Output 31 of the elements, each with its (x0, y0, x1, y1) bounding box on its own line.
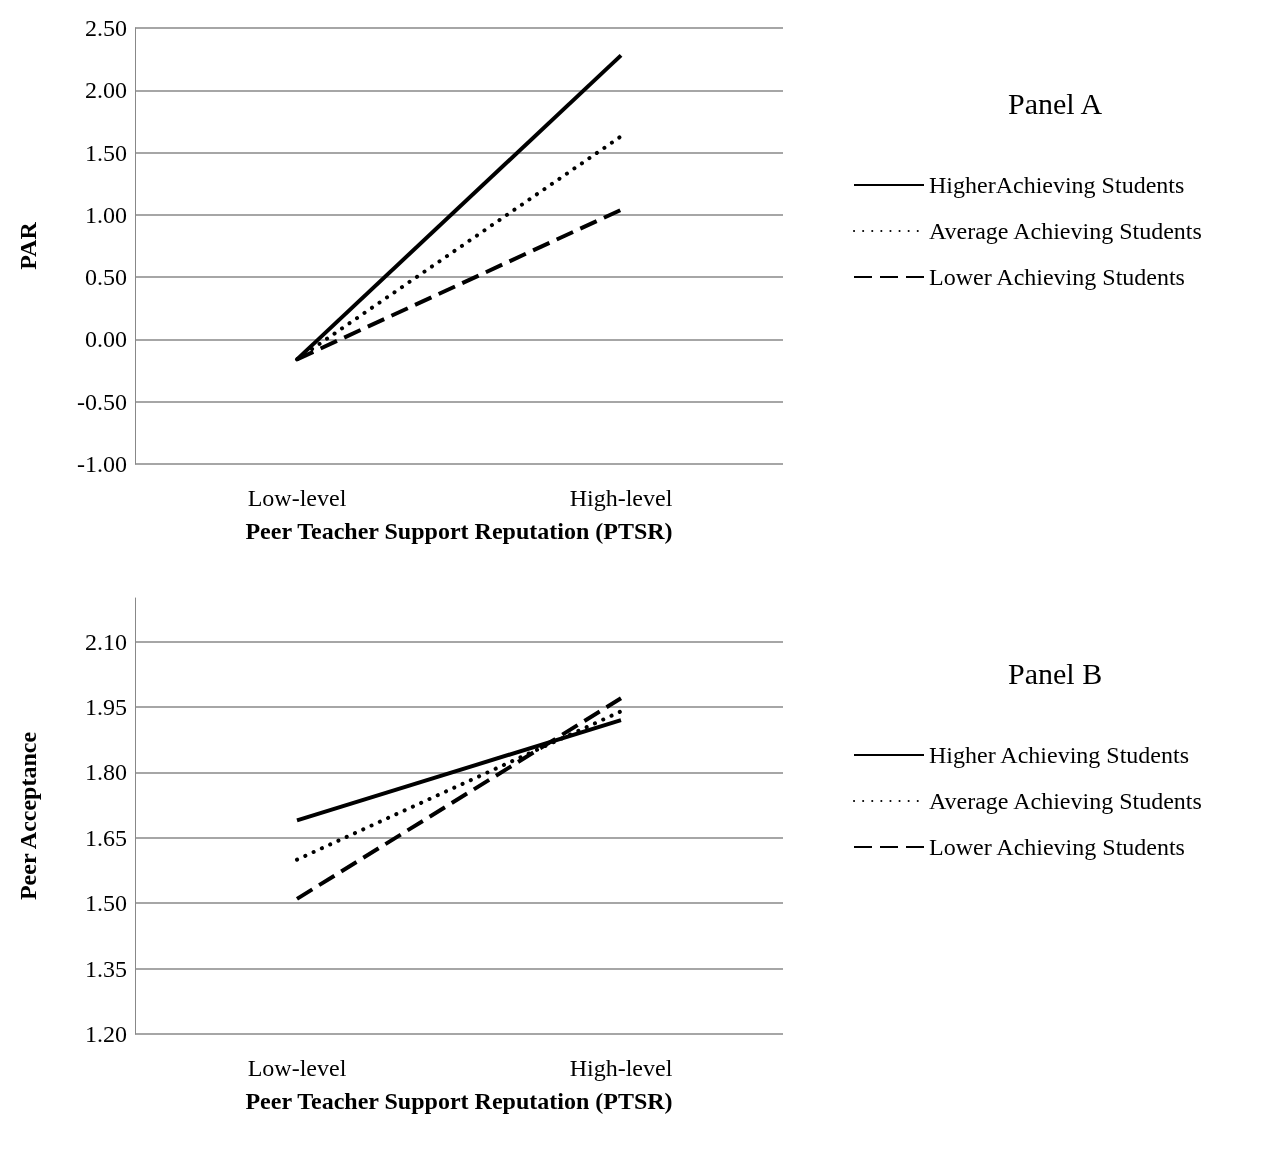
legend-label: HigherAchieving Students (929, 172, 1185, 198)
y-tick-label: 2.10 (85, 628, 127, 655)
y-tick-label: 0.00 (85, 326, 127, 353)
legend-label: Average Achieving Students (929, 788, 1202, 814)
y-tick-label: 2.50 (85, 15, 127, 41)
x-tick-label: High-level (569, 1055, 673, 1081)
y-tick-label: 1.00 (85, 201, 127, 228)
x-tick-label: High-level (569, 485, 673, 511)
y-axis-title: Peer Acceptance (15, 731, 41, 901)
x-axis-title: Peer Teacher Support Reputation (PTSR) (245, 518, 673, 544)
y-tick-label: 1.65 (85, 824, 127, 851)
y-axis-title: PAR (15, 221, 41, 270)
x-axis-title: Peer Teacher Support Reputation (PTSR) (245, 1088, 673, 1114)
y-tick-label: 1.50 (85, 139, 127, 166)
y-tick-label: -0.50 (77, 388, 127, 415)
legend-title: Panel A (1008, 86, 1103, 120)
legend-label: Lower Achieving Students (929, 834, 1185, 860)
y-tick-label: -1.00 (77, 451, 127, 477)
y-tick-label: 1.80 (85, 759, 127, 786)
legend-label: Higher Achieving Students (929, 742, 1189, 768)
y-tick-label: 1.35 (85, 955, 127, 982)
legend-title: Panel B (1008, 656, 1103, 690)
y-tick-label: 2.00 (85, 77, 127, 104)
x-tick-label: Low-level (247, 485, 347, 511)
y-tick-label: 1.95 (85, 694, 127, 720)
legend-label: Lower Achieving Students (929, 264, 1185, 290)
y-tick-label: 1.20 (85, 1021, 127, 1047)
y-tick-label: 0.50 (85, 264, 127, 291)
y-tick-label: 1.50 (85, 890, 127, 917)
x-tick-label: Low-level (247, 1055, 347, 1081)
legend-label: Average Achieving Students (929, 218, 1202, 244)
